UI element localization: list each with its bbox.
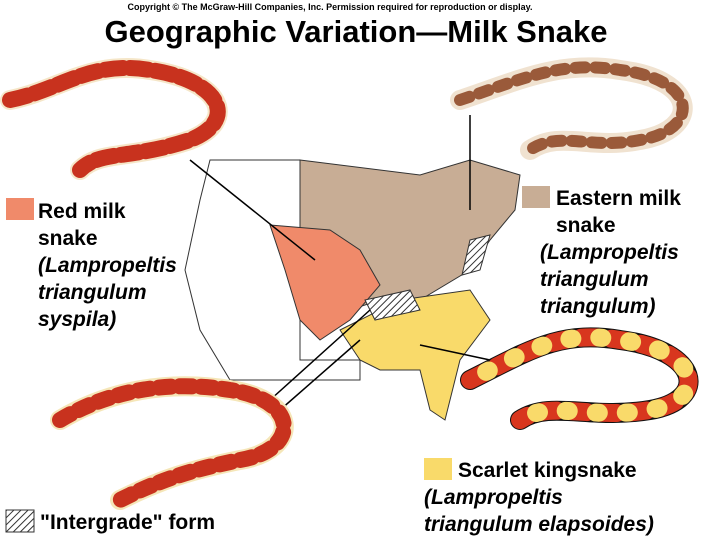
legend-text: triangulum [540,268,649,291]
title: Geographic Variation—Milk Snake [104,14,607,49]
legend-text: (Lampropeltis [424,486,563,509]
legend-text: triangulum) [540,295,656,318]
legend-text: Eastern milk [556,187,681,210]
snake-intergrade [50,376,294,510]
copyright: Copyright © The McGraw-Hill Companies, I… [127,2,532,12]
legend-text: snake [556,214,616,237]
legend-swatch [5,509,35,533]
legend-text: snake [38,227,98,250]
snake-red-milk [0,58,228,180]
legend-swatch [522,186,550,208]
legend-text: Red milk [38,200,126,223]
legend-text: triangulum elapsoides) [424,513,654,536]
legend-swatch [6,198,34,220]
legend-text: triangulum [38,281,147,304]
legend-text: (Lampropeltis [38,254,177,277]
snake-scarlet-king [460,327,699,430]
legend-swatch [424,458,452,480]
snake-eastern-milk [450,57,693,160]
legend-text: (Lampropeltis [540,241,679,264]
legend-text: Scarlet kingsnake [458,459,637,482]
legend-text: "Intergrade" form [40,511,215,534]
legend-text: syspila) [38,308,116,331]
map [184,115,521,421]
